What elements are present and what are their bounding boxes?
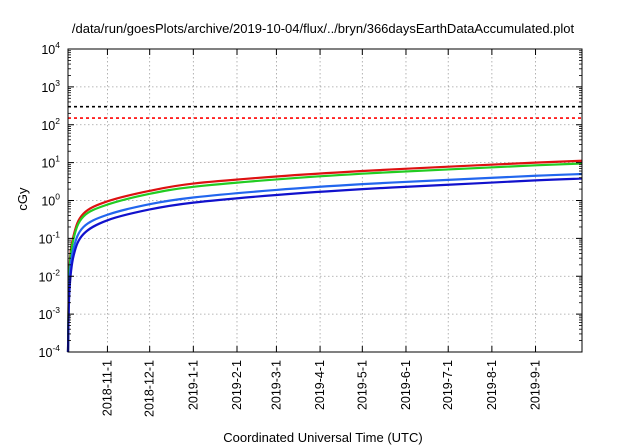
y-tick-label: 10-4 xyxy=(39,343,61,360)
y-tick-label: 10-3 xyxy=(39,305,61,322)
axis-ticks xyxy=(68,48,582,353)
x-tick-label: 2019-2-1 xyxy=(230,360,244,410)
y-tick-label: 101 xyxy=(41,154,60,171)
grid xyxy=(68,49,582,352)
series-line xyxy=(66,172,583,353)
y-tick-label: 103 xyxy=(41,78,60,95)
chart-title: /data/run/goesPlots/archive/2019-10-04/f… xyxy=(72,21,575,36)
y-axis-label: cGy xyxy=(15,187,30,211)
series-line xyxy=(66,162,583,353)
x-tick-label: 2019-8-1 xyxy=(485,360,499,410)
x-tick-label: 2019-3-1 xyxy=(269,360,283,410)
x-tick-label: 2019-1-1 xyxy=(186,360,200,410)
series-line xyxy=(66,159,583,353)
y-tick-label: 100 xyxy=(41,192,60,209)
y-tick-labels: 10-4 10-3 10-2 10-1 100 101 102 103 104 xyxy=(39,40,61,360)
x-tick-label: 2019-4-1 xyxy=(313,360,327,410)
y-tick-label: 102 xyxy=(41,116,60,133)
series-lines xyxy=(66,159,583,353)
reference-lines xyxy=(68,105,582,119)
x-tick-label: 2019-5-1 xyxy=(355,360,369,410)
y-tick-label: 10-1 xyxy=(39,229,61,246)
series-line xyxy=(66,177,583,353)
x-tick-label: 2018-12-1 xyxy=(143,360,157,417)
x-tick-label: 2019-7-1 xyxy=(441,360,455,410)
x-tick-label: 2019-9-1 xyxy=(529,360,543,410)
y-tick-label: 104 xyxy=(41,40,60,57)
x-tick-labels: 2018-11-1 2018-12-1 2019-1-1 2019-2-1 2019-3… xyxy=(100,360,542,417)
y-tick-label: 10-2 xyxy=(39,267,61,284)
x-axis-label: Coordinated Universal Time (UTC) xyxy=(223,430,422,445)
x-tick-label: 2019-6-1 xyxy=(399,360,413,410)
x-tick-label: 2018-11-1 xyxy=(100,360,114,416)
